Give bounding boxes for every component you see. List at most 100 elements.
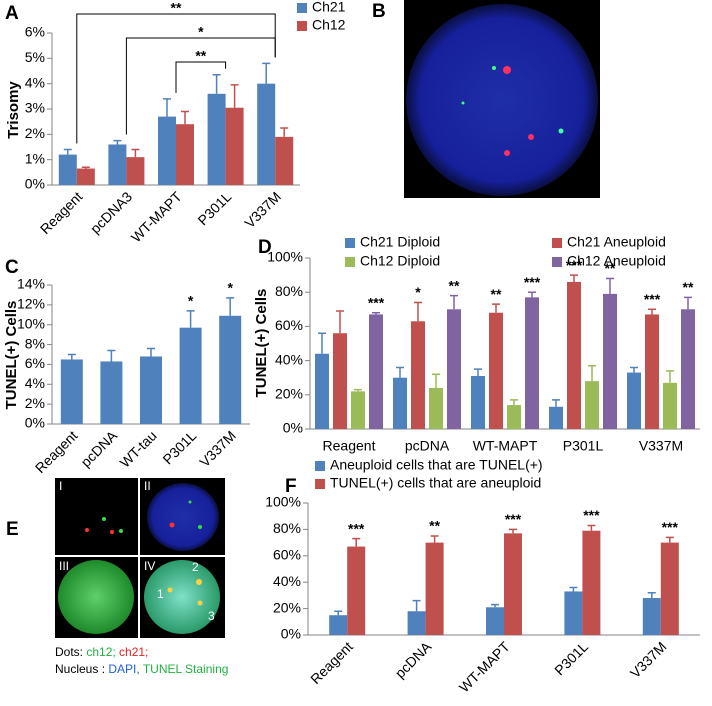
error-bar — [606, 277, 614, 294]
error-bar — [588, 364, 596, 382]
bracket-label: ** — [195, 48, 206, 64]
error-bar — [630, 366, 638, 373]
error-bar — [569, 586, 578, 592]
panel-letter: C — [5, 257, 19, 278]
significance: ** — [491, 286, 502, 302]
y-tick-label: 4% — [25, 74, 45, 90]
bar — [681, 309, 695, 429]
significance: * — [415, 284, 421, 300]
legend-swatch — [315, 479, 325, 489]
bar — [333, 333, 347, 429]
x-tick-label: WT-tau — [117, 427, 160, 470]
x-tick-label: Reagent — [37, 188, 86, 237]
bar — [257, 83, 276, 185]
bar — [603, 293, 617, 429]
significance-bracket — [76, 13, 276, 144]
error-bar — [684, 296, 692, 310]
significance: *** — [524, 274, 541, 290]
y-tick-label: 2% — [25, 395, 45, 411]
caption-text: Dots: — [55, 645, 86, 659]
image-label: IV — [144, 559, 155, 573]
error-bar — [450, 294, 458, 310]
significance: *** — [644, 291, 661, 307]
error-bar — [491, 603, 499, 608]
error-bar — [81, 166, 90, 169]
bar — [219, 315, 242, 424]
error-bar — [509, 528, 517, 534]
bar — [425, 542, 444, 635]
error-bar — [666, 370, 674, 383]
y-tick-label: 20% — [275, 386, 303, 402]
bar — [58, 154, 77, 185]
error-bar — [412, 599, 421, 612]
y-tick-label: 0% — [281, 626, 301, 642]
error-bar — [414, 301, 422, 322]
bar — [507, 405, 521, 429]
legend-label: TUNEL(+) cells that are aneuploid — [330, 475, 541, 491]
bracket-label: * — [198, 24, 204, 40]
bar — [158, 116, 176, 185]
error-bar — [262, 62, 271, 84]
bar — [100, 361, 123, 424]
y-tick-label: 40% — [273, 573, 301, 589]
bar — [549, 406, 563, 429]
x-tick-label: pcDNA — [405, 438, 450, 454]
bar — [275, 136, 294, 185]
error-bar — [147, 347, 155, 357]
x-tick-label: V337M — [627, 638, 670, 681]
x-tick-label: Reagent — [307, 638, 356, 687]
error-bar — [226, 297, 235, 316]
bar — [225, 107, 244, 185]
bar — [660, 542, 679, 635]
legend-label: Ch12 — [312, 17, 346, 33]
bar — [564, 591, 583, 635]
bar — [471, 375, 485, 429]
error-bar — [336, 310, 344, 334]
legend-label: Ch21 Diploid — [360, 234, 440, 250]
bar — [627, 372, 641, 429]
bar — [411, 321, 425, 429]
error-bar — [212, 74, 221, 94]
bar — [140, 356, 162, 424]
error-bar — [474, 368, 482, 376]
bracket-label: ** — [171, 0, 182, 16]
panel-letter: F — [285, 476, 297, 497]
panel-letter: E — [6, 519, 19, 540]
significance: *** — [368, 294, 385, 310]
error-bar — [492, 303, 500, 313]
x-tick-label: P301L — [159, 427, 199, 467]
error-bar — [186, 310, 195, 328]
x-tick-label: Reagent — [323, 438, 376, 454]
x-tick-label: V337M — [639, 438, 683, 454]
error-bar — [372, 311, 380, 315]
bar — [447, 309, 461, 429]
y-tick-label: 3% — [25, 100, 45, 116]
panel-letter: B — [372, 1, 386, 22]
fish-image — [404, 0, 600, 198]
y-tick-label: 20% — [273, 599, 301, 615]
x-tick-label: pcDNA — [392, 638, 435, 681]
error-bar — [510, 399, 518, 406]
panel-letter: A — [5, 3, 19, 24]
y-tick-label: 4% — [25, 375, 45, 391]
y-axis-label: TUNEL(+) Cells — [3, 301, 20, 410]
x-tick-label: P301L — [551, 638, 591, 678]
error-bar — [352, 537, 361, 547]
bar — [525, 297, 539, 429]
error-bar — [318, 332, 326, 354]
y-tick-label: 2% — [25, 125, 45, 141]
y-tick-label: 0% — [25, 176, 45, 192]
caption-text: DAPI, — [108, 662, 139, 676]
legend-swatch — [315, 461, 325, 471]
bar — [176, 124, 194, 185]
x-tick-label: pcDNA — [77, 427, 120, 470]
error-bar — [432, 373, 440, 388]
error-bar — [587, 524, 596, 531]
panel-letter: D — [258, 237, 272, 258]
y-tick-label: 100% — [265, 494, 301, 510]
significance: *** — [583, 507, 600, 523]
error-bar — [528, 291, 536, 298]
y-tick-label: 40% — [275, 351, 303, 367]
legend-swatch — [345, 257, 355, 267]
